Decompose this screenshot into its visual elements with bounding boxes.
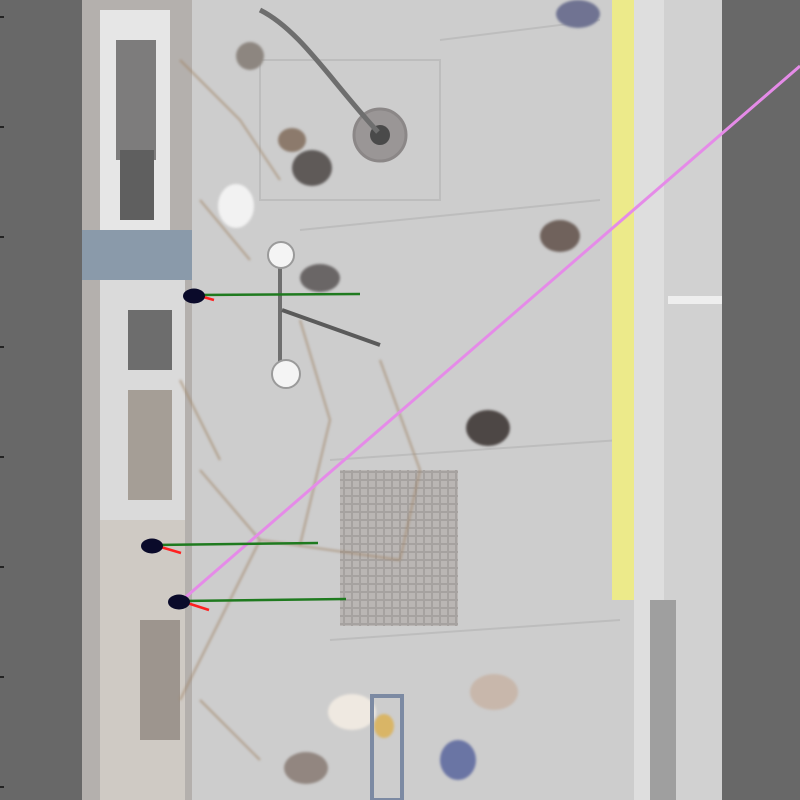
pedestrians: [218, 0, 600, 784]
left-border-band: [0, 0, 82, 800]
street-photo: [82, 0, 722, 800]
agent-1: [183, 288, 361, 304]
velocity-line: [195, 292, 361, 297]
agent-marker: [183, 288, 205, 304]
yellow-curb: [612, 0, 634, 600]
tree-grate: [340, 470, 458, 626]
agent-3: [168, 594, 347, 612]
agent-2: [141, 538, 319, 555]
annotation-overlay: [141, 64, 800, 612]
right-border-band: [722, 0, 800, 800]
agent-marker: [168, 594, 190, 610]
velocity-line: [180, 597, 347, 603]
left-tick-marks: [0, 16, 4, 788]
velocity-line: [153, 541, 319, 547]
agent-marker: [141, 538, 163, 554]
trajectory-line: [179, 64, 800, 604]
